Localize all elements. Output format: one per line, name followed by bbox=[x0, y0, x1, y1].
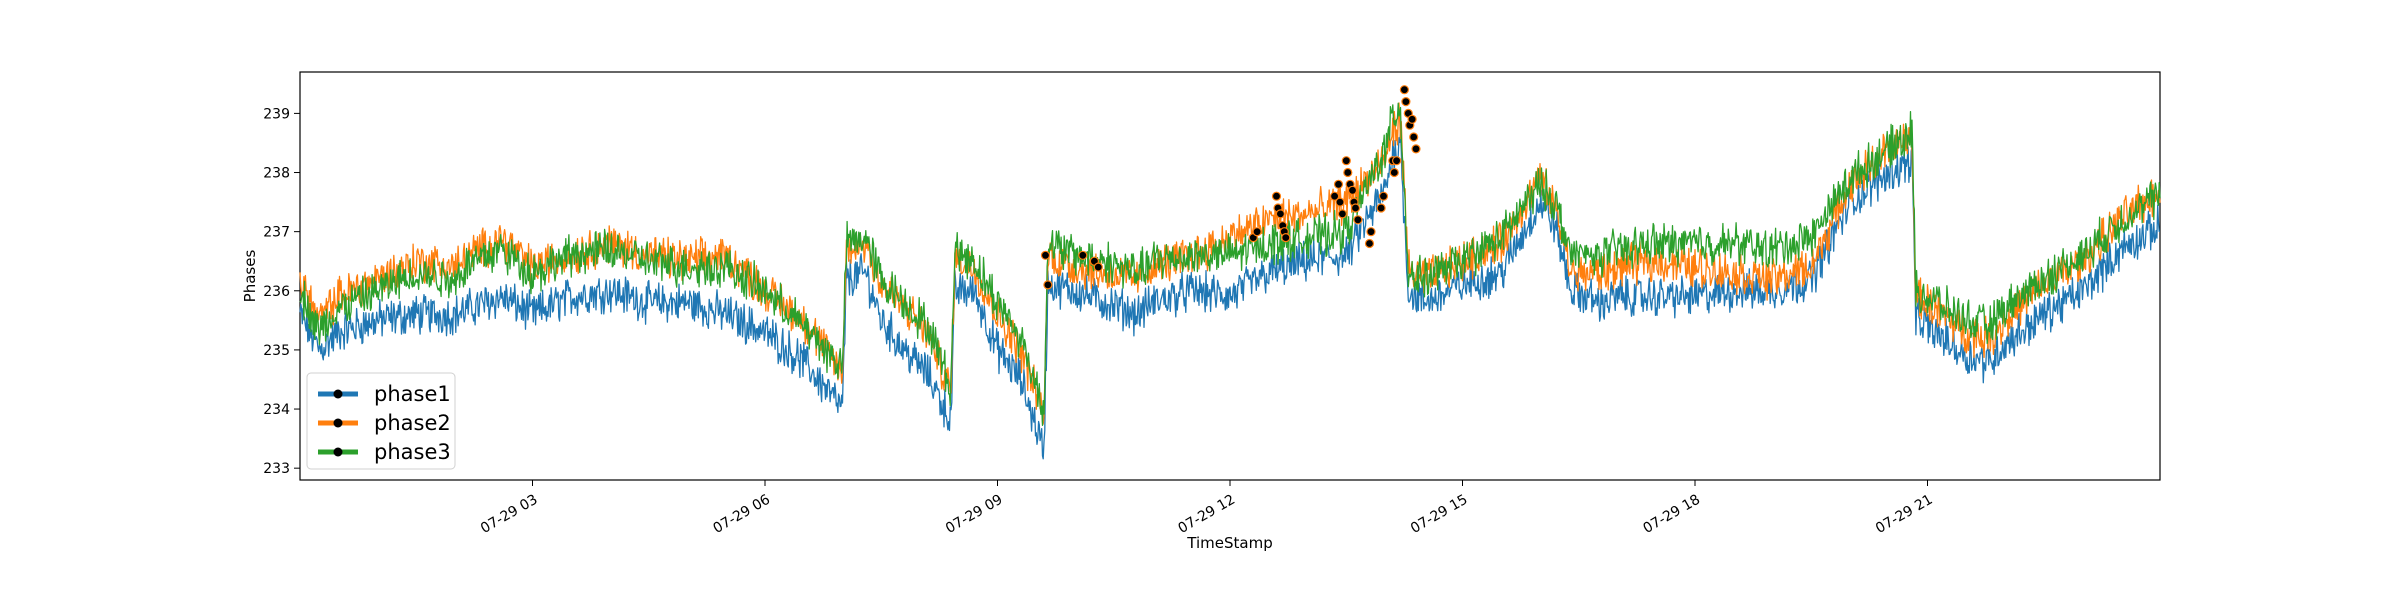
legend-marker-phase2 bbox=[333, 418, 343, 428]
anomaly-marker bbox=[1350, 203, 1361, 213]
plot-frame bbox=[299, 71, 2161, 481]
anomaly-marker bbox=[1337, 209, 1348, 219]
y-tick-label: 236 bbox=[263, 284, 290, 300]
anomaly-marker bbox=[1389, 167, 1399, 178]
y-axis-label: Phases bbox=[241, 250, 259, 303]
plot-area bbox=[299, 71, 2161, 481]
anomaly-marker bbox=[1378, 191, 1389, 201]
anomaly-marker bbox=[1376, 203, 1386, 213]
anomaly-marker bbox=[1411, 144, 1421, 154]
y-tick-label: 234 bbox=[263, 402, 290, 418]
legend-label-phase1: phase1 bbox=[374, 382, 451, 406]
anomaly-marker bbox=[1347, 185, 1358, 195]
anomaly-marker bbox=[1353, 215, 1363, 225]
y-tick-label: 235 bbox=[263, 343, 290, 359]
series-layer bbox=[299, 102, 2161, 460]
anomaly-marker bbox=[1275, 209, 1286, 219]
anomaly-marker bbox=[1040, 250, 1051, 260]
anomaly-marker bbox=[1252, 227, 1262, 237]
legend-box bbox=[306, 372, 456, 470]
legend-label-phase3: phase3 bbox=[374, 440, 451, 464]
anomaly-marker bbox=[1407, 114, 1417, 124]
marker-layer bbox=[1040, 85, 1421, 290]
anomaly-marker bbox=[1391, 156, 1402, 166]
x-axis-label: TimeStamp bbox=[1186, 534, 1272, 552]
y-tick-label: 233 bbox=[263, 461, 290, 477]
anomaly-marker bbox=[1281, 233, 1291, 243]
anomaly-marker bbox=[1093, 262, 1103, 272]
legend-marker-phase3 bbox=[333, 447, 343, 457]
anomaly-marker bbox=[1043, 280, 1053, 290]
anomaly-marker bbox=[1343, 167, 1353, 178]
anomaly-marker bbox=[1078, 250, 1088, 260]
anomaly-marker bbox=[1399, 85, 1410, 95]
anomaly-marker bbox=[1271, 191, 1282, 201]
anomaly-marker bbox=[1341, 156, 1351, 166]
anomaly-marker bbox=[1401, 96, 1411, 107]
anomaly-marker bbox=[1333, 179, 1344, 189]
y-tick-label: 238 bbox=[263, 166, 290, 182]
series-line-phase3 bbox=[299, 102, 2161, 426]
anomaly-marker bbox=[1409, 132, 1419, 142]
y-tick-label: 237 bbox=[263, 225, 290, 241]
anomaly-marker bbox=[1366, 227, 1376, 237]
anomaly-marker bbox=[1329, 191, 1340, 201]
legend-marker-phase1 bbox=[333, 389, 343, 399]
legend: phase1 phase2 phase3 bbox=[306, 372, 456, 470]
anomaly-marker bbox=[1364, 238, 1375, 249]
y-tick-label: 239 bbox=[263, 106, 290, 122]
y-axis: 233 234 235 236 237 238 239 bbox=[263, 106, 300, 477]
legend-label-phase2: phase2 bbox=[374, 411, 451, 435]
anomaly-marker bbox=[1335, 197, 1345, 207]
